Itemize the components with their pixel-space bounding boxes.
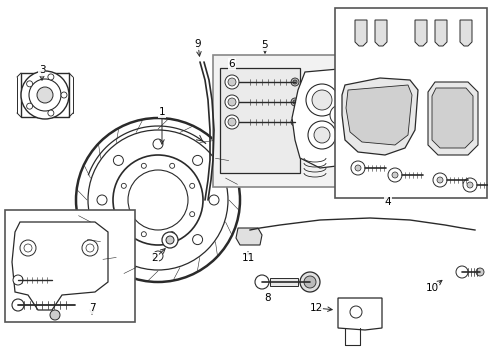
Circle shape — [169, 163, 174, 168]
Polygon shape — [337, 298, 381, 330]
Circle shape — [113, 155, 203, 245]
Circle shape — [350, 161, 364, 175]
Circle shape — [128, 170, 187, 230]
Bar — [213, 55, 360, 187]
Circle shape — [153, 139, 163, 149]
Circle shape — [21, 71, 69, 119]
Circle shape — [354, 165, 360, 171]
Circle shape — [292, 100, 296, 104]
Circle shape — [224, 95, 239, 109]
Circle shape — [313, 127, 329, 143]
Polygon shape — [459, 20, 471, 46]
Circle shape — [227, 78, 236, 86]
Circle shape — [475, 268, 483, 276]
Circle shape — [208, 195, 219, 205]
Circle shape — [436, 177, 442, 183]
Circle shape — [12, 299, 24, 311]
Circle shape — [307, 121, 335, 149]
Circle shape — [254, 275, 268, 289]
Circle shape — [61, 92, 67, 98]
Circle shape — [37, 87, 53, 103]
Circle shape — [189, 183, 194, 188]
Text: 2: 2 — [151, 253, 158, 263]
Circle shape — [224, 115, 239, 129]
Circle shape — [432, 173, 446, 187]
Circle shape — [13, 275, 23, 285]
Circle shape — [192, 156, 202, 165]
Circle shape — [224, 75, 239, 89]
Circle shape — [113, 156, 123, 165]
Text: 5: 5 — [261, 40, 268, 50]
Polygon shape — [291, 68, 359, 168]
Circle shape — [227, 98, 236, 106]
Text: 9: 9 — [194, 39, 201, 49]
Circle shape — [227, 118, 236, 126]
Circle shape — [169, 232, 174, 237]
Bar — [21, 73, 69, 117]
Circle shape — [162, 232, 178, 248]
Bar — [269, 278, 297, 286]
Text: 8: 8 — [264, 293, 271, 303]
Circle shape — [165, 236, 174, 244]
Circle shape — [292, 80, 296, 84]
Polygon shape — [354, 20, 366, 46]
Circle shape — [311, 90, 331, 110]
Bar — [5, 210, 135, 322]
Circle shape — [26, 81, 33, 87]
Circle shape — [391, 172, 397, 178]
Circle shape — [292, 120, 296, 124]
Circle shape — [88, 130, 227, 270]
Polygon shape — [12, 222, 108, 310]
Polygon shape — [431, 88, 472, 148]
Bar — [220, 68, 299, 173]
Circle shape — [329, 105, 349, 125]
Circle shape — [50, 310, 60, 320]
Text: 12: 12 — [309, 303, 322, 313]
Circle shape — [304, 276, 315, 288]
Text: 6: 6 — [228, 59, 235, 69]
Circle shape — [113, 235, 123, 244]
Text: 3: 3 — [39, 65, 45, 75]
Circle shape — [462, 178, 476, 192]
Circle shape — [153, 251, 163, 261]
Polygon shape — [427, 82, 477, 155]
Text: 11: 11 — [241, 253, 254, 263]
Circle shape — [466, 182, 472, 188]
Circle shape — [141, 163, 146, 168]
Circle shape — [97, 195, 107, 205]
Circle shape — [48, 110, 54, 116]
Circle shape — [305, 84, 337, 116]
Circle shape — [121, 212, 126, 217]
Circle shape — [290, 98, 298, 106]
Circle shape — [76, 118, 240, 282]
Polygon shape — [434, 20, 446, 46]
Circle shape — [141, 232, 146, 237]
Circle shape — [26, 103, 33, 109]
Circle shape — [455, 266, 467, 278]
Circle shape — [192, 235, 202, 244]
Polygon shape — [374, 20, 386, 46]
Polygon shape — [341, 78, 417, 155]
Circle shape — [121, 183, 126, 188]
Circle shape — [29, 79, 61, 111]
Text: 4: 4 — [384, 197, 390, 207]
Circle shape — [299, 272, 319, 292]
Circle shape — [20, 240, 36, 256]
Circle shape — [189, 212, 194, 217]
Circle shape — [290, 118, 298, 126]
Circle shape — [387, 168, 401, 182]
Text: 10: 10 — [425, 283, 438, 293]
Circle shape — [48, 74, 54, 80]
Text: 7: 7 — [88, 303, 95, 313]
Polygon shape — [346, 85, 411, 145]
Circle shape — [82, 240, 98, 256]
Circle shape — [349, 306, 361, 318]
Text: 1: 1 — [159, 107, 165, 117]
Polygon shape — [414, 20, 426, 46]
Polygon shape — [236, 228, 262, 245]
Bar — [334, 8, 486, 198]
Circle shape — [290, 78, 298, 86]
